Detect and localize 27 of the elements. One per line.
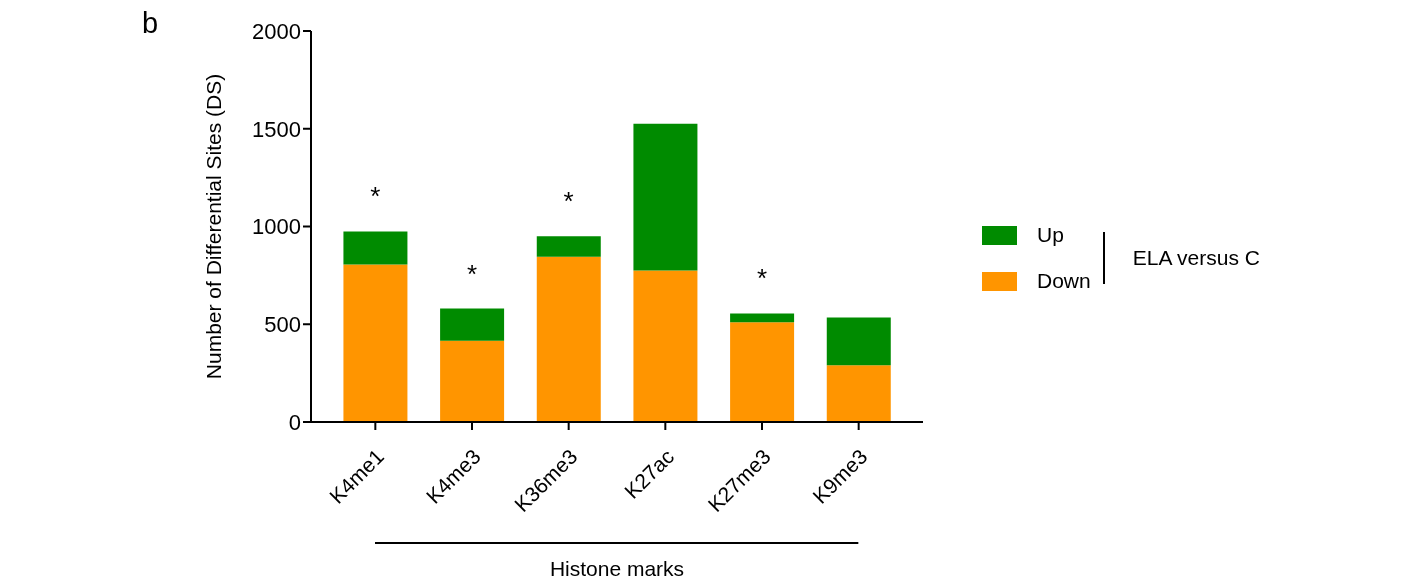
x-axis-title: Histone marks [548, 556, 686, 582]
annotation: * [563, 186, 574, 217]
legend-title: ELA versus C [1132, 246, 1260, 270]
bar [730, 313, 795, 323]
y-axis-title: Number of Differential Sites (DS) [201, 73, 225, 380]
bar [536, 236, 601, 257]
y-tick-label: 500 [264, 312, 301, 338]
bar [826, 317, 891, 366]
y-tick-label: 1500 [252, 116, 301, 142]
legend-label: Up [1037, 223, 1064, 247]
text: b [142, 6, 159, 40]
annotation: * [370, 181, 381, 212]
bar [633, 270, 698, 422]
y-tick-label: 0 [288, 409, 301, 435]
y-tick-label: 1000 [252, 214, 301, 240]
bar [343, 231, 408, 265]
legend-label: Down [1037, 269, 1091, 293]
bar [633, 123, 698, 271]
bar [826, 365, 891, 422]
annotation: * [466, 258, 478, 289]
bar [343, 264, 408, 422]
annotation: * [756, 263, 768, 294]
bar [440, 340, 505, 422]
bar [440, 308, 505, 341]
bar [536, 256, 601, 422]
y-tick-label: 2000 [252, 18, 301, 44]
bar [730, 322, 795, 422]
